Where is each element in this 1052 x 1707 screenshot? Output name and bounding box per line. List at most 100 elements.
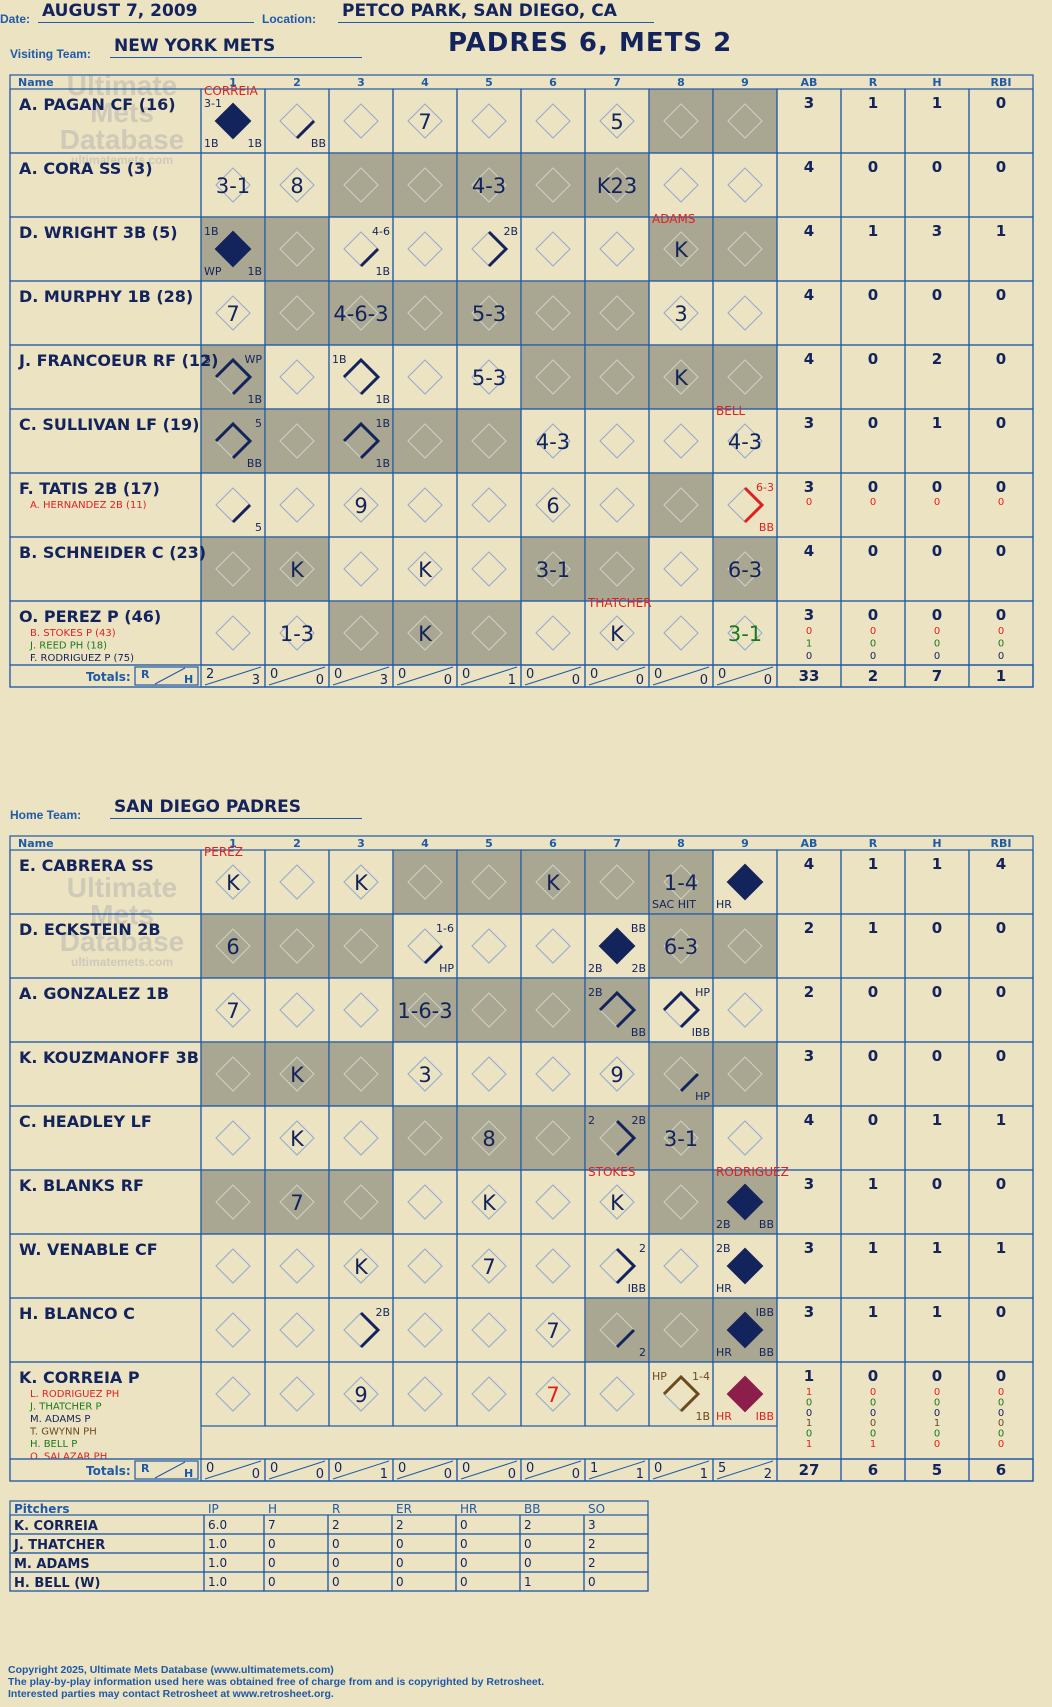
base-diamond (535, 1312, 571, 1348)
batter-stat: 0 (932, 1047, 942, 1065)
base-diamond (599, 487, 635, 523)
base-diamond (343, 1312, 379, 1348)
divider (460, 666, 518, 686)
inning-header: 6 (549, 76, 557, 89)
base-diamond (215, 928, 251, 964)
inning-cell (456, 1105, 522, 1171)
play-note: SAC HIT (652, 898, 696, 911)
inning-hits: 2 (764, 1467, 772, 1482)
base-diamond (727, 103, 763, 139)
totals-h-label: H (184, 673, 193, 686)
base-diamond (663, 1120, 699, 1156)
batter-stat: 1 (932, 1303, 942, 1321)
base-diamond (215, 1376, 251, 1412)
base-diamond (279, 295, 315, 331)
inning-header: 5 (485, 837, 493, 850)
play-note: BB (759, 521, 774, 534)
base-diamond (407, 103, 443, 139)
play-note: 2B (375, 1306, 390, 1319)
base-diamond (471, 928, 507, 964)
batter-stat: 0 (868, 158, 878, 176)
inning-cell (264, 1233, 330, 1299)
base-diamond (663, 1248, 699, 1284)
base-diamond (663, 615, 699, 651)
batter-name: A. CORA SS (3) (19, 159, 153, 178)
batter-stat: 0 (996, 286, 1006, 304)
base-diamond (599, 1184, 635, 1220)
run-scored-diamond (214, 102, 252, 140)
divider (268, 666, 326, 686)
base-diamond (663, 864, 699, 900)
base-diamond (407, 992, 443, 1028)
base-diamond (535, 1184, 571, 1220)
substitute-stat: 0 (870, 1408, 876, 1419)
play-result: 3-1 (216, 174, 250, 198)
pitcher-change: RODRIGUEZ (716, 1165, 789, 1179)
inning-cell (392, 1297, 458, 1363)
base-diamond (599, 1376, 635, 1412)
pitcher-stat: 0 (396, 1556, 404, 1570)
base-diamond (279, 928, 315, 964)
inning-cell (456, 1041, 522, 1107)
substitute-stat: 0 (998, 497, 1004, 508)
batter-stat: 1 (868, 1239, 878, 1257)
run-scored-diamond (214, 230, 252, 268)
play-note: HR (716, 898, 732, 911)
batter-stat: 0 (868, 414, 878, 432)
stat-header: RBI (991, 76, 1012, 89)
pitcher-name: K. CORREIA (14, 1519, 98, 1534)
batter-stat: 1 (932, 855, 942, 873)
base-path (487, 230, 509, 268)
divider (154, 1461, 186, 1479)
inning-cell (264, 977, 330, 1043)
pitcher-stat: 0 (396, 1537, 404, 1551)
substitute-stat: 0 (870, 1418, 876, 1429)
base-diamond (471, 864, 507, 900)
play-note: 1B (247, 137, 262, 150)
substitute-name: M. ADAMS P (30, 1414, 90, 1425)
play-result: 6 (546, 494, 559, 518)
pitcher-stat: 0 (268, 1556, 276, 1570)
total-stat (968, 1458, 1034, 1482)
substitute-name: J. REED PH (18) (29, 641, 107, 652)
inning-cell (392, 1233, 458, 1299)
batter-stat: 4 (804, 286, 814, 304)
total-stat-value: 2 (868, 667, 878, 685)
inning-cell (648, 216, 714, 282)
totals-label: Totals: (86, 670, 131, 684)
base-diamond (599, 1248, 635, 1284)
inning-cell (712, 344, 778, 410)
base-diamond (471, 487, 507, 523)
base-diamond (407, 359, 443, 395)
inning-cell (456, 1361, 522, 1427)
batter-stat: 4 (804, 1111, 814, 1129)
base-diamond (471, 615, 507, 651)
stat-header: RBI (991, 837, 1012, 850)
base-diamond (279, 487, 315, 523)
base-diamond (279, 864, 315, 900)
base-diamond (727, 167, 763, 203)
pitcher-stat: 0 (460, 1556, 468, 1570)
inning-runs: 0 (462, 667, 470, 682)
inning-hits: 3 (380, 673, 388, 688)
play-note: 2B (503, 225, 518, 238)
base-diamond (343, 1184, 379, 1220)
base-diamond (215, 1312, 251, 1348)
batter-stat: 0 (996, 1175, 1006, 1193)
inning-cell (264, 913, 330, 979)
base-diamond (215, 551, 251, 587)
inning-cell (712, 1105, 778, 1171)
batter-name: K. CORREIA P (19, 1368, 140, 1387)
base-diamond (663, 167, 699, 203)
divider (716, 1460, 774, 1480)
base-path (214, 357, 253, 396)
inning-hits: 1 (380, 1467, 388, 1482)
play-result: 8 (290, 174, 303, 198)
inning-header: 2 (293, 76, 301, 89)
pitching-stat-header: R (332, 1502, 340, 1516)
base-diamond (599, 167, 635, 203)
base-diamond (535, 1248, 571, 1284)
inning-cell (456, 913, 522, 979)
play-result: 9 (354, 1383, 367, 1407)
batter-stat: 2 (804, 919, 814, 937)
